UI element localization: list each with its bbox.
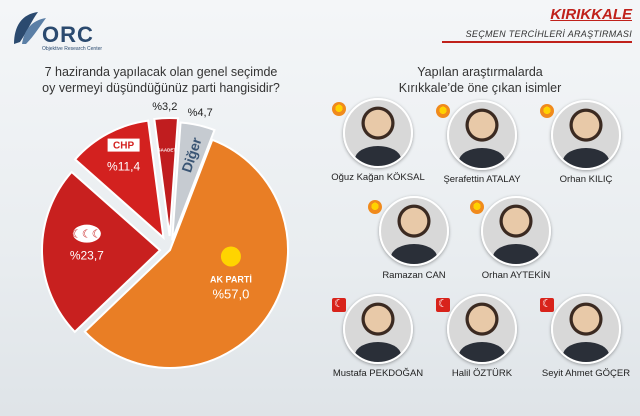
candidate-photo: [447, 100, 517, 170]
ak-parti-badge-icon: [436, 104, 450, 118]
candidate-name: Şerafettin ATALAY: [443, 174, 521, 185]
candidate-name: Oğuz Kağan KÖKSAL: [331, 172, 425, 183]
survey-subtitle: SEÇMEN TERCİHLERİ ARAŞTIRMASI: [465, 29, 632, 39]
mhp-badge-icon: [540, 297, 554, 312]
candidate-name: Orhan AYTEKİN: [481, 270, 551, 281]
pie-label-chp: CHP: [113, 141, 134, 152]
question-line-1: 7 haziranda yapılacak olan genel seçimde: [44, 65, 278, 79]
candidate-card: Orhan AYTEKİN: [456, 196, 576, 281]
ak-parti-bulb-icon: [220, 246, 241, 267]
pie-value-chp: %11,4: [107, 160, 140, 174]
candidate-name: Seyit Ahmet GÖÇER: [541, 368, 631, 379]
candidates-title-line-1: Yapılan araştırmalarda: [417, 65, 543, 79]
header-divider: [442, 41, 632, 43]
candidates-title: Yapılan araştırmalarda Kırıkkale’de öne …: [330, 64, 630, 96]
candidate-photo: [551, 294, 621, 364]
candidate-name: Halil ÖZTÜRK: [451, 368, 513, 379]
pie-value-mhp: %23,7: [70, 249, 104, 263]
candidate-photo: [379, 196, 449, 266]
ak-parti-badge-icon: [332, 102, 346, 116]
candidate-photo: [481, 196, 551, 266]
candidate-card: Seyit Ahmet GÖÇER: [526, 294, 640, 379]
candidate-name: Ramazan CAN: [382, 270, 446, 281]
question-line-2: oy vermeyi düşündüğünüz parti hangisidir…: [42, 81, 280, 95]
pie-label-saadet: SAADET: [158, 148, 177, 153]
pie-label-ak-parti: AK PARTİ: [210, 274, 252, 284]
pie-slice-ak-parti-: [83, 138, 289, 369]
mhp-badge-icon: [332, 297, 346, 312]
survey-header: KIRIKKALE SEÇMEN TERCİHLERİ ARAŞTIRMASI: [442, 6, 632, 43]
pie-slice-di-er: [171, 121, 216, 241]
pie-slice-saadet: [153, 117, 180, 237]
mhp-badge-icon: [436, 297, 450, 312]
pie-value-saadet: %3,2: [152, 101, 177, 113]
party-pie-chart: AK PARTİ%57,0☾☾☾%23,7CHP%11,4SAADET%3,2D…: [41, 101, 289, 369]
city-title: KIRIKKALE: [550, 6, 632, 23]
orc-logo: ORC Objektive Research Center: [8, 8, 102, 56]
logo-subtitle: Objektive Research Center: [42, 46, 103, 52]
candidate-name: Orhan KILIÇ: [559, 174, 613, 185]
pie-value-di-er: %4,7: [188, 107, 213, 119]
candidate-card: Şerafettin ATALAY: [422, 100, 542, 185]
pie-slice-chp: [73, 119, 165, 241]
candidates-title-line-2: Kırıkkale’de öne çıkan isimler: [398, 81, 562, 95]
ak-parti-badge-icon: [470, 200, 484, 214]
candidate-card: Halil ÖZTÜRK: [422, 294, 542, 379]
candidate-photo: [447, 294, 517, 364]
candidate-photo: [551, 100, 621, 170]
candidate-photo: [343, 294, 413, 364]
ak-parti-badge-icon: [368, 200, 382, 214]
logo-text: ORC: [42, 22, 94, 47]
candidate-card: Ramazan CAN: [354, 196, 474, 281]
pie-value-ak-parti-: %57,0: [212, 286, 249, 301]
candidate-name: Mustafa PEKDOĞAN: [332, 368, 424, 379]
pie-slice-mhp: [41, 170, 162, 334]
ak-parti-badge-icon: [540, 104, 554, 118]
chp-logo-box: [107, 138, 140, 152]
candidate-card: Orhan KILIÇ: [526, 100, 640, 185]
candidate-card: Oğuz Kağan KÖKSAL: [318, 98, 438, 183]
logo-leaf-icon: [14, 12, 46, 44]
candidate-card: Mustafa PEKDOĞAN: [318, 294, 438, 379]
candidate-photo: [343, 98, 413, 168]
mhp-emblem-icon: [72, 224, 101, 243]
survey-question: 7 haziranda yapılacak olan genel seçimde…: [20, 64, 302, 96]
mhp-crescents-icon: ☾☾☾: [72, 229, 102, 241]
